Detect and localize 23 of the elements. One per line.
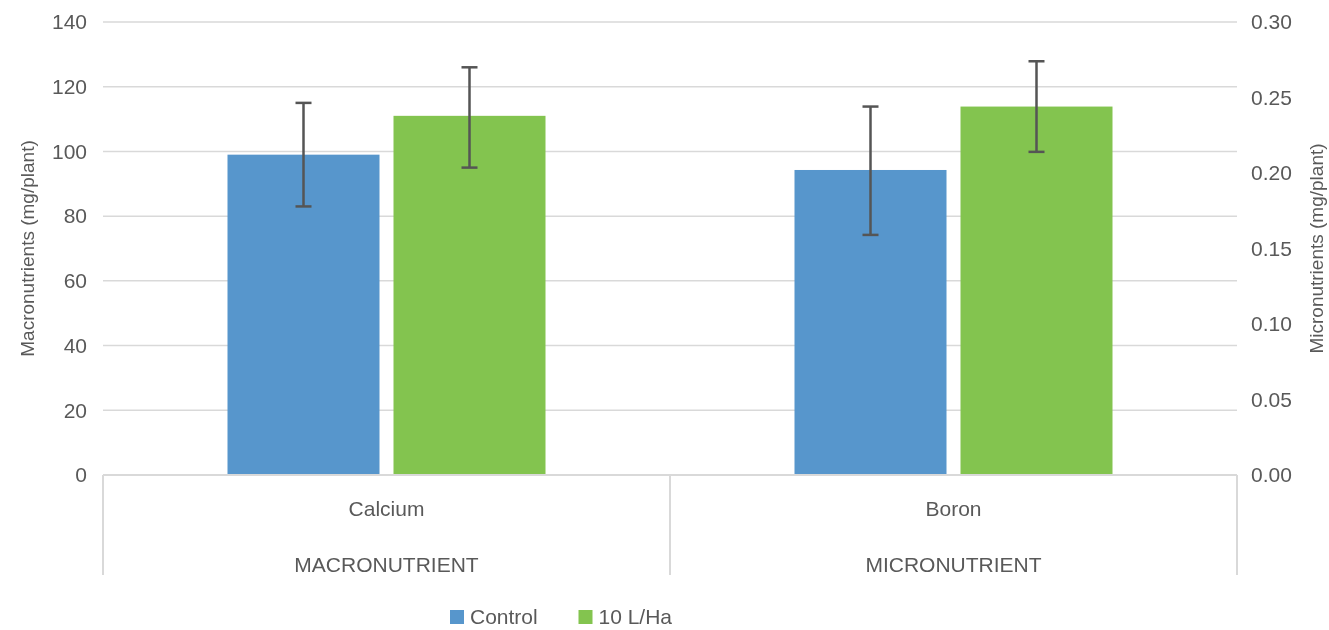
legend-label: Control — [470, 605, 538, 629]
y-tick-label: 120 — [51, 75, 87, 99]
y-tick-label: 40 — [63, 333, 87, 357]
text: MACRONUTRIENT — [294, 553, 479, 576]
y-tick-label: 80 — [63, 204, 87, 228]
y-tick-label: 20 — [63, 398, 87, 422]
y2-tick-label: 0.10 — [1251, 312, 1292, 336]
y-tick-label: 140 — [51, 10, 87, 34]
y2-tick-label: 0.15 — [1251, 236, 1292, 260]
y-tick-label: 60 — [63, 269, 87, 293]
legend-label: 10 L/Ha — [598, 605, 673, 629]
y-tick-label: 0 — [75, 463, 87, 487]
y2-tick-label: 0.20 — [1251, 161, 1292, 185]
y2-axis-title: Micronutrients (mg/plant) — [1306, 143, 1327, 354]
y2-tick-label: 0.05 — [1251, 387, 1292, 411]
x-tick-label: Boron — [925, 497, 982, 520]
y2-tick-label: 0.25 — [1251, 85, 1292, 109]
x-tick-label: Calcium — [348, 497, 425, 520]
y2-tick-label: 0.00 — [1251, 463, 1292, 487]
y-axis-title: Macronutrients (mg/plant) — [17, 140, 38, 357]
y2-tick-label: 0.30 — [1251, 10, 1292, 34]
y-tick-label: 100 — [51, 139, 87, 163]
text: MICRONUTRIENT — [865, 553, 1042, 576]
